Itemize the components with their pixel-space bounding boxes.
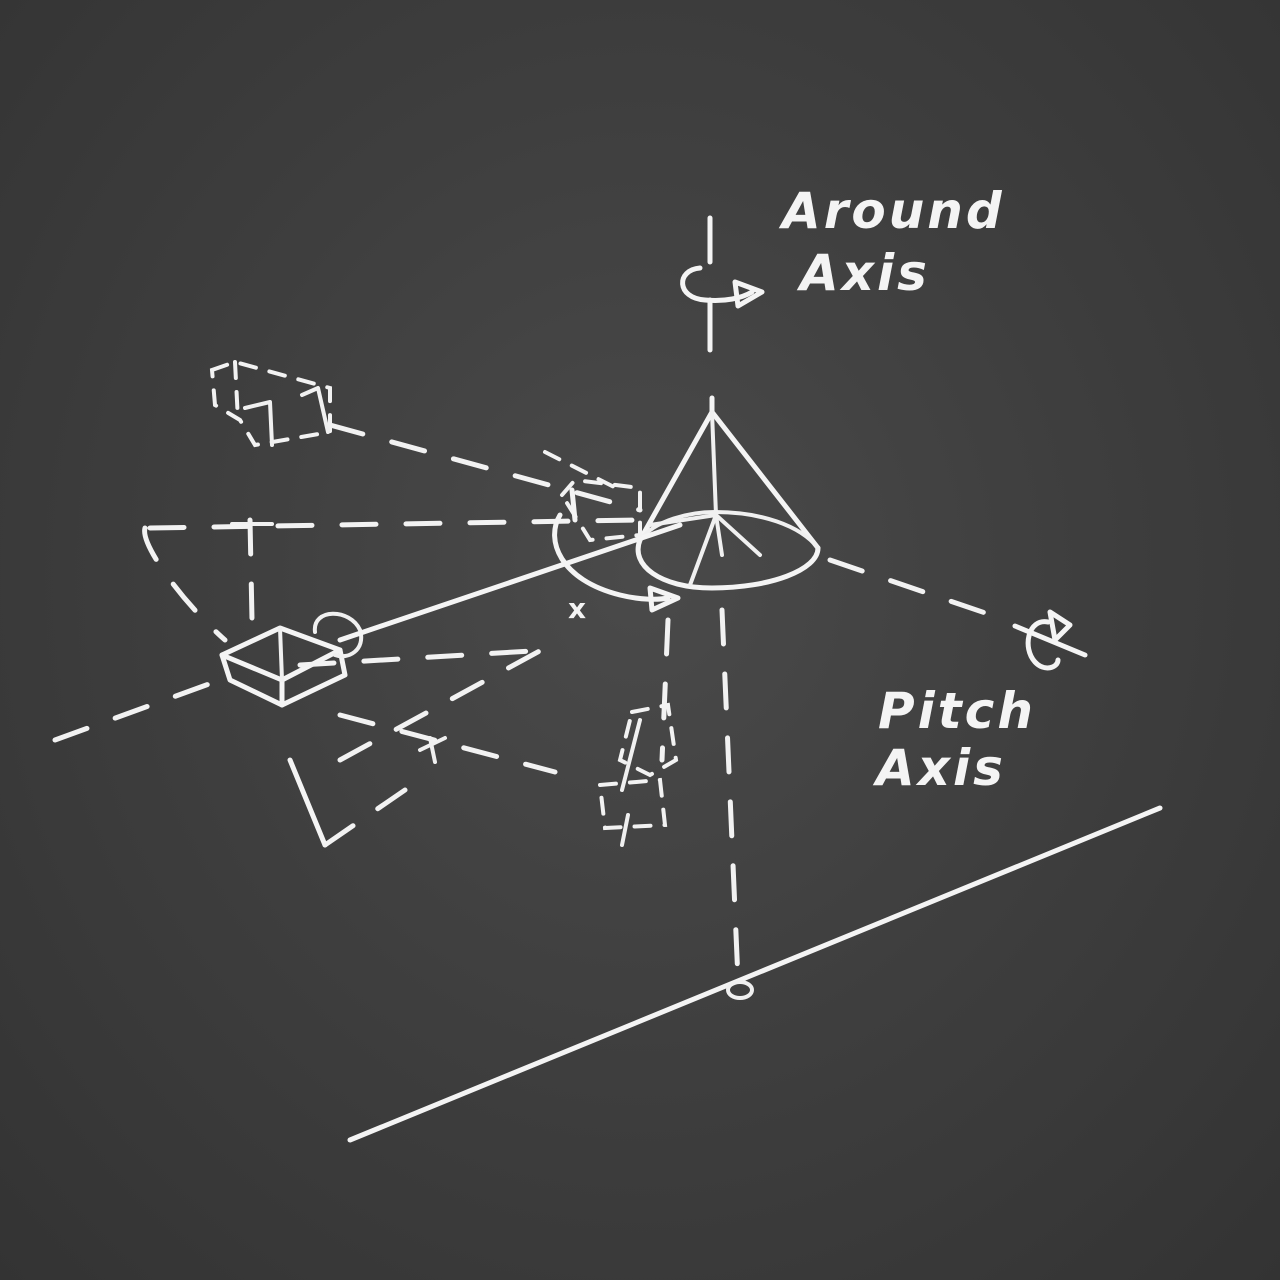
vertical-projection-line-2 — [659, 617, 671, 763]
pitch-axis-label-line1: Pitch — [878, 682, 1036, 740]
camera-position-top — [209, 359, 643, 513]
x-mark: x — [568, 592, 586, 625]
vertical-projection-line — [719, 607, 741, 983]
camera-position-mid — [543, 450, 681, 613]
main-camera — [219, 611, 364, 708]
around-axis — [680, 215, 765, 353]
pitch-axis — [827, 557, 1088, 671]
around-axis-label: Around Axis — [778, 182, 1005, 302]
pitch-rotation-icon — [1025, 619, 1061, 671]
ground-line — [347, 805, 1163, 1143]
line-of-sight — [337, 522, 683, 643]
orbit-arrow-icon — [552, 512, 671, 602]
pitch-axis-label-line2: Axis — [872, 739, 1006, 797]
around-axis-label-line2: Axis — [796, 244, 930, 302]
rotation-arrow-icon — [680, 265, 755, 303]
pitch-axis-label: Pitch Axis — [872, 682, 1036, 797]
camera-position-low — [597, 702, 679, 847]
around-axis-label-line1: Around — [778, 182, 1005, 240]
cone-target — [635, 395, 821, 591]
